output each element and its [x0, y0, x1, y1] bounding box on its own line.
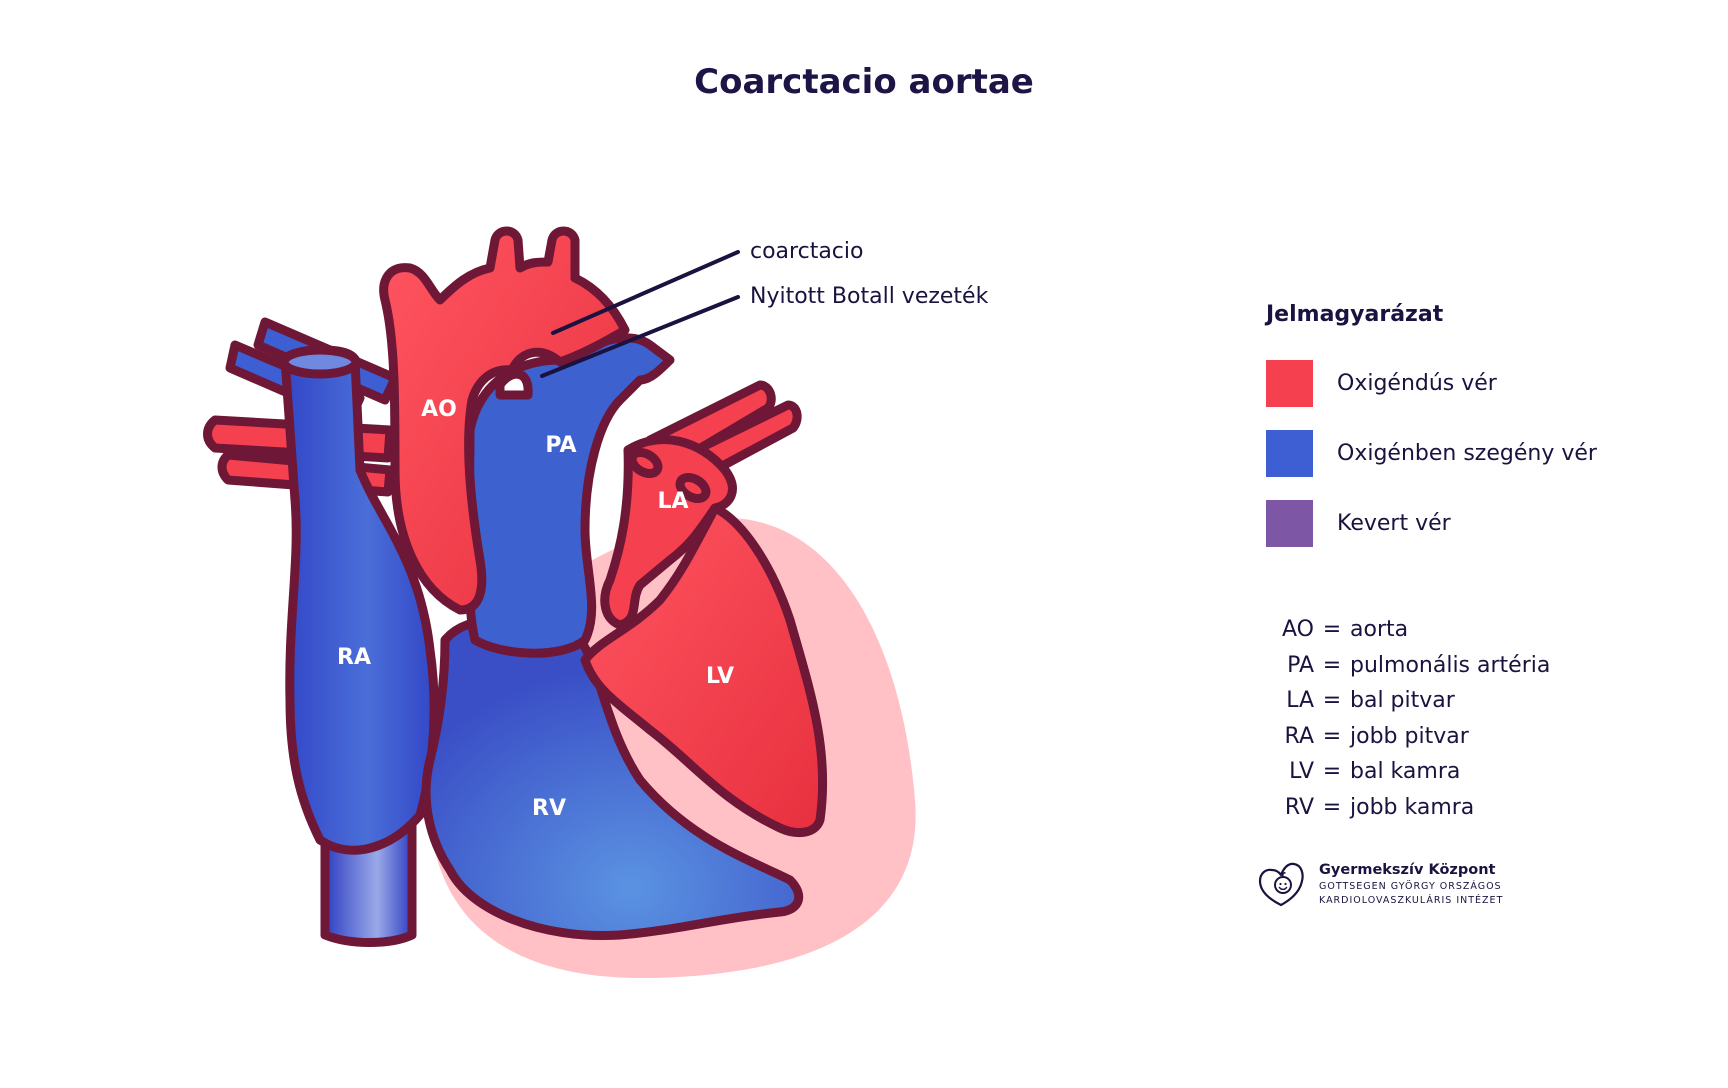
logo-name: Gyermekszív Központ [1319, 862, 1496, 878]
equals-sign: = [1322, 759, 1342, 785]
equals-sign: = [1322, 617, 1342, 643]
pulmonary-vein-opening-1 [627, 448, 663, 478]
abbreviation-key: RA [1284, 723, 1314, 749]
logo-subtitle-line2: KARDIOLOVASZKULÁRIS INTÉZET [1319, 895, 1504, 906]
legend-item-deoxygenated: Oxigénben szegény vér [1266, 429, 1706, 477]
abbreviation-row: PA = pulmonális artéria [1264, 648, 1550, 684]
abbreviation-key: AO [1282, 617, 1314, 643]
abbreviation-row: RV = jobb kamra [1264, 790, 1550, 826]
legend-label: Oxigéndús vér [1337, 370, 1497, 396]
abbreviation-row: AO = aorta [1264, 612, 1550, 648]
abbreviation-value: bal pitvar [1350, 688, 1455, 714]
abbreviation-value: bal kamra [1350, 759, 1461, 785]
label-pa: PA [545, 433, 576, 458]
aortic-arch-opening [495, 369, 533, 400]
abbreviation-key: LA [1286, 688, 1314, 714]
callout-line-coarctacio [551, 250, 740, 335]
label-ao: AO [421, 397, 457, 422]
legend-title: Jelmagyarázat [1266, 302, 1444, 327]
page-title: Coarctacio aortae [694, 62, 1034, 102]
label-lv: LV [706, 664, 734, 689]
abbreviation-key: LV [1289, 759, 1314, 785]
abbreviation-value: aorta [1350, 617, 1409, 643]
legend-item-mixed: Kevert vér [1266, 499, 1706, 547]
abbreviation-value: jobb kamra [1350, 794, 1475, 820]
equals-sign: = [1322, 652, 1342, 678]
abbreviation-value: pulmonális artéria [1350, 652, 1551, 678]
callout-coarctacio: coarctacio [750, 239, 863, 264]
institute-logo: Gyermekszív Központ GOTTSEGEN GYÖRGY ORS… [1255, 858, 1503, 910]
callout-botall: Nyitott Botall vezeték [750, 284, 989, 309]
logo-text: Gyermekszív Központ GOTTSEGEN GYÖRGY ORS… [1319, 862, 1503, 906]
label-la: LA [657, 489, 688, 514]
legend-label: Kevert vér [1337, 510, 1451, 536]
left-ventricle [580, 503, 828, 837]
callout-line-botall [540, 295, 740, 378]
equals-sign: = [1322, 794, 1342, 820]
heart-child-icon [1258, 862, 1304, 907]
legend-swatch [1266, 429, 1313, 477]
abbreviation-key: PA [1287, 652, 1314, 678]
label-ra: RA [337, 645, 371, 670]
abbreviation-row: LV = bal kamra [1264, 754, 1550, 790]
abbreviation-value: jobb pitvar [1350, 723, 1469, 749]
abbreviation-key: RV [1284, 794, 1314, 820]
svc-opening [279, 345, 361, 379]
equals-sign: = [1322, 688, 1342, 714]
equals-sign: = [1322, 723, 1342, 749]
legend: Jelmagyarázat Oxigéndús vér Oxigénben sz… [1266, 302, 1706, 569]
logo-subtitle-line1: GOTTSEGEN GYÖRGY ORSZÁGOS [1319, 881, 1502, 892]
right-atrium-svc [280, 345, 439, 855]
abbreviation-list: AO = aorta PA = pulmonális artéria LA = … [1264, 612, 1550, 825]
legend-item-oxygenated: Oxigéndús vér [1266, 359, 1706, 407]
pulmonary-vein-opening-2 [675, 473, 711, 503]
abbreviation-row: RA = jobb pitvar [1264, 719, 1550, 755]
label-rv: RV [532, 796, 566, 821]
legend-swatch [1266, 359, 1313, 407]
legend-swatch [1266, 499, 1313, 547]
legend-label: Oxigénben szegény vér [1337, 440, 1597, 466]
abbreviation-row: LA = bal pitvar [1264, 683, 1550, 719]
